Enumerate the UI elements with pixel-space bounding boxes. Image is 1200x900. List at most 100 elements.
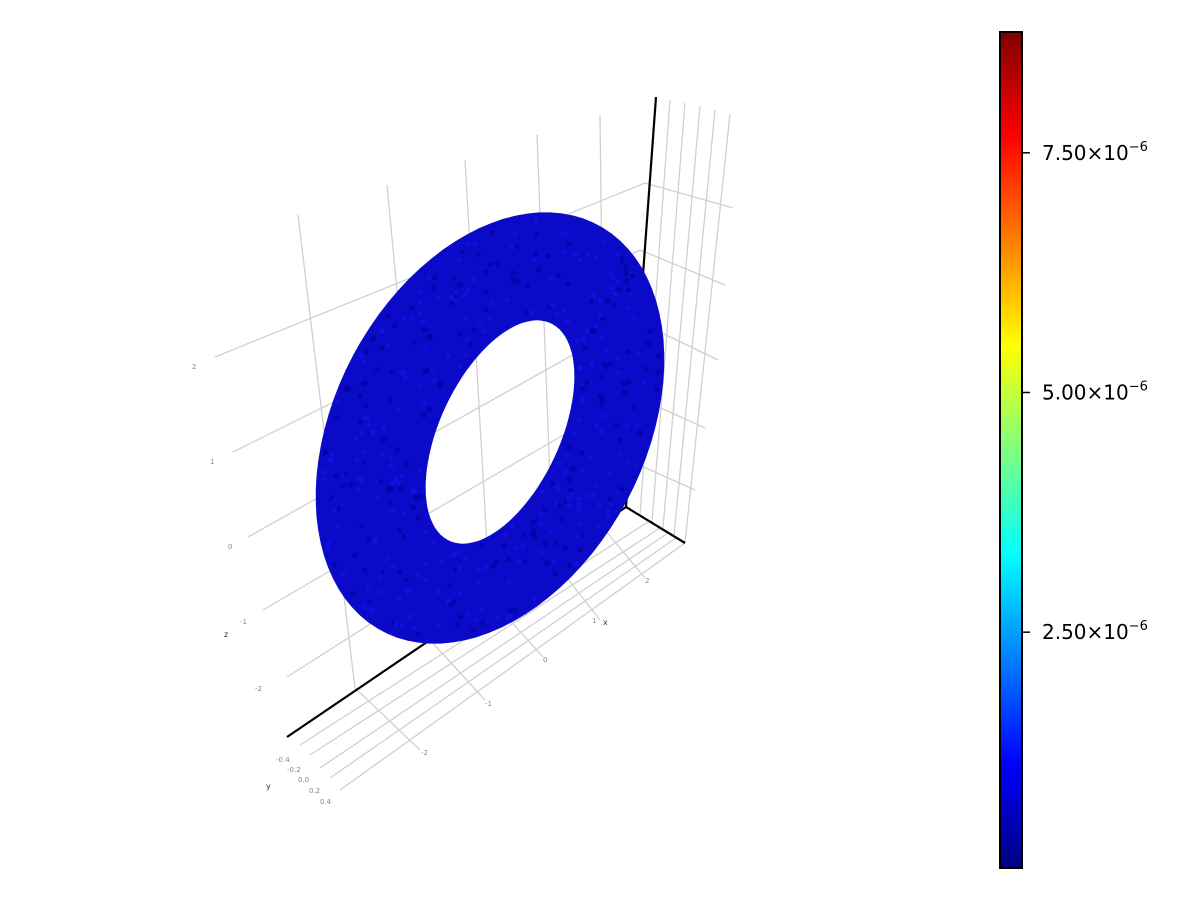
z-tick-label: 2 bbox=[192, 363, 196, 371]
scatter-point bbox=[529, 309, 535, 315]
scatter-point bbox=[510, 270, 516, 276]
scatter-point bbox=[619, 486, 625, 492]
scatter-point bbox=[558, 232, 564, 238]
scatter-point bbox=[451, 276, 457, 282]
y-tick-label: 0.2 bbox=[309, 787, 320, 795]
scatter-point bbox=[329, 495, 335, 501]
scatter-point bbox=[654, 386, 660, 392]
scatter-point bbox=[361, 449, 367, 455]
scatter-point bbox=[463, 352, 469, 358]
scatter-point bbox=[358, 419, 364, 425]
scatter-point bbox=[425, 368, 431, 374]
scatter-point bbox=[437, 380, 443, 386]
scatter-point bbox=[410, 504, 416, 510]
scatter-point bbox=[333, 524, 339, 531]
scatter-point bbox=[340, 482, 346, 488]
scatter-point bbox=[542, 507, 548, 513]
scatter-point bbox=[363, 348, 369, 355]
grid-line bbox=[651, 102, 686, 523]
scatter-point bbox=[366, 422, 372, 428]
scatter-point bbox=[509, 523, 515, 529]
scatter-point bbox=[598, 374, 604, 380]
scatter-point bbox=[352, 434, 359, 441]
scatter-point bbox=[645, 341, 651, 347]
scatter-point bbox=[422, 561, 428, 567]
scatter-point bbox=[378, 478, 384, 484]
scatter-point bbox=[472, 616, 478, 622]
scatter-point bbox=[594, 423, 600, 429]
scatter-point bbox=[335, 399, 341, 405]
scatter-point bbox=[388, 463, 395, 469]
scatter-point bbox=[449, 294, 455, 300]
scatter-point bbox=[412, 495, 419, 501]
scatter-point bbox=[457, 331, 463, 337]
scatter-point bbox=[570, 492, 576, 498]
scatter-point bbox=[370, 336, 377, 342]
scatter-point bbox=[388, 455, 394, 461]
scatter-point bbox=[507, 608, 513, 614]
scatter-point bbox=[325, 540, 331, 546]
scatter-point bbox=[545, 253, 551, 259]
scatter-point bbox=[458, 363, 464, 369]
scatter-point bbox=[618, 451, 624, 457]
scatter-point bbox=[476, 567, 483, 573]
scatter-point bbox=[378, 588, 384, 595]
scatter-point bbox=[417, 299, 423, 306]
scatter-point bbox=[551, 559, 557, 565]
scatter-point bbox=[374, 367, 380, 373]
scatter-point bbox=[512, 231, 518, 238]
scatter-point bbox=[478, 606, 484, 612]
grid-line bbox=[339, 542, 686, 791]
scatter-point bbox=[331, 562, 337, 568]
scatter-point bbox=[549, 302, 555, 308]
scatter-point bbox=[621, 389, 628, 396]
scatter-point bbox=[568, 487, 574, 493]
scatter-point bbox=[510, 277, 516, 283]
scatter-point bbox=[588, 298, 595, 304]
scatter-point bbox=[614, 422, 620, 428]
scatter-point bbox=[427, 406, 433, 413]
x-tick-label: 2 bbox=[645, 577, 649, 585]
scatter-point bbox=[506, 579, 512, 585]
scatter-point bbox=[504, 296, 510, 302]
scatter-point bbox=[641, 380, 647, 386]
scatter-point bbox=[483, 306, 489, 313]
scatter-point bbox=[589, 454, 595, 460]
scatter-point bbox=[562, 545, 568, 551]
scatter-point bbox=[435, 588, 441, 595]
scatter-point bbox=[584, 493, 590, 499]
scatter-point bbox=[381, 425, 387, 431]
scatter-point bbox=[553, 501, 559, 507]
scatter-point bbox=[397, 569, 403, 575]
scatter-point bbox=[462, 316, 468, 322]
scatter-point bbox=[404, 577, 410, 583]
scatter-point bbox=[398, 485, 404, 491]
scatter-point bbox=[596, 522, 602, 528]
scatter-point bbox=[475, 252, 481, 258]
scatter-point bbox=[555, 272, 562, 278]
scatter-point bbox=[483, 269, 489, 275]
scatter-point bbox=[623, 264, 629, 270]
scatter-point bbox=[399, 622, 405, 628]
scatter-point bbox=[417, 494, 423, 500]
scatter-point bbox=[472, 241, 478, 247]
scatter-point bbox=[594, 323, 600, 329]
scatter-point bbox=[521, 532, 527, 538]
scatter-point bbox=[561, 307, 567, 313]
grid-line bbox=[309, 527, 661, 756]
scatter-point bbox=[360, 460, 366, 466]
scatter-point bbox=[435, 622, 442, 628]
scatter-point bbox=[468, 342, 474, 348]
scatter-point bbox=[483, 564, 489, 570]
scatter-point bbox=[480, 620, 486, 627]
scatter-point bbox=[488, 300, 494, 306]
scatter-point bbox=[431, 377, 437, 383]
scatter-point bbox=[397, 528, 403, 534]
colorbar-tick-label: 7.50×10−6 bbox=[1042, 140, 1148, 165]
grid-line bbox=[329, 537, 677, 779]
scatter-point bbox=[602, 413, 608, 419]
scatter-point bbox=[359, 430, 365, 436]
scatter-point bbox=[370, 431, 376, 437]
x-tick-label: -2 bbox=[421, 749, 428, 757]
scatter-point bbox=[409, 305, 415, 311]
